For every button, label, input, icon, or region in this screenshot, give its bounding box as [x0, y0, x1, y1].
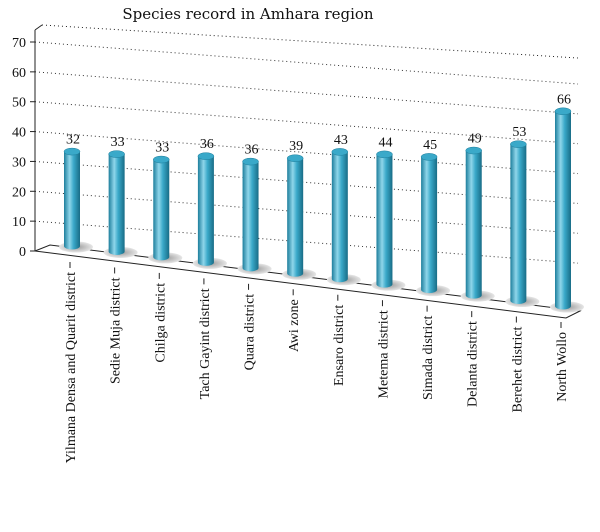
value-label: 44: [378, 135, 392, 150]
axes: [33, 24, 582, 319]
gridline: [34, 131, 579, 175]
gridline: [34, 220, 579, 264]
category-label: Ensaro district: [332, 305, 347, 386]
bar-top: [286, 154, 304, 162]
bar-body: [242, 161, 259, 272]
category-label: North Wollo: [555, 332, 570, 402]
bar-top: [420, 153, 438, 161]
data-labels: 32 33 33 36 36 39 43 44 45 49 53 66: [66, 92, 571, 157]
y-tick-label: 30: [12, 155, 26, 170]
y-tick-label: 50: [12, 96, 26, 111]
category-label: Simada district: [421, 316, 436, 400]
gridline: [34, 41, 579, 85]
bar: [282, 154, 317, 280]
value-label: 36: [245, 143, 259, 158]
value-label: 53: [512, 125, 526, 140]
back-wall-edge: [34, 24, 43, 31]
bar: [416, 153, 451, 297]
y-axis: 0 10 20 30 40 50 60 70: [12, 36, 35, 260]
bar: [103, 150, 138, 258]
bar: [326, 148, 361, 286]
bar-body: [108, 154, 125, 255]
bar: [550, 107, 584, 313]
bar: [460, 146, 495, 302]
bar: [371, 150, 406, 291]
bar-top: [197, 152, 215, 160]
bar: [505, 140, 540, 308]
bar-top: [63, 147, 81, 156]
y-tick-label: 20: [12, 185, 26, 200]
y-tick-label: 0: [19, 245, 26, 260]
value-label: 33: [155, 141, 169, 156]
bar-body: [421, 156, 438, 294]
value-label: 43: [334, 133, 348, 148]
category-label: Metema district: [376, 310, 391, 398]
y-tick-label: 60: [12, 66, 26, 81]
category-label: Chilga district: [153, 283, 168, 363]
y-tick-label: 70: [12, 36, 26, 51]
bar-top: [465, 146, 482, 155]
category-label: Tach Gayint district: [198, 288, 213, 399]
bar-body: [376, 154, 393, 288]
bars: [59, 107, 584, 313]
value-label: 66: [557, 92, 571, 107]
value-label: 49: [468, 132, 482, 147]
bar: [192, 152, 227, 269]
bar-body: [465, 150, 482, 299]
grid: [34, 41, 579, 264]
gridline: [34, 190, 579, 234]
value-label: 39: [289, 139, 303, 154]
gridline: [34, 160, 579, 204]
value-label: 36: [200, 137, 214, 152]
bar-body: [153, 159, 170, 261]
bar: [237, 157, 272, 275]
bar-top: [376, 150, 393, 159]
bar-top: [554, 107, 572, 116]
gridline: [34, 101, 579, 145]
bar-body: [197, 156, 214, 266]
bar-body: [555, 111, 571, 310]
bar-body: [287, 158, 304, 277]
bar-top: [510, 140, 527, 148]
chart-title: Species record in Amhara region: [122, 5, 374, 23]
bar-body: [64, 151, 80, 250]
bar: [59, 147, 93, 253]
x-axis-labels: Yilmana Densa and Quarit district Sedie M…: [64, 262, 570, 463]
category-label: Berehet district: [510, 326, 525, 412]
bar-body: [331, 151, 348, 283]
category-label: Delanta district: [466, 321, 481, 407]
category-label: Quara district: [243, 294, 258, 371]
bar-top: [242, 157, 259, 166]
value-label: 45: [423, 138, 437, 153]
category-label: Yilmana Densa and Quarit district: [64, 272, 79, 463]
bar-top: [331, 148, 349, 156]
bar-body: [510, 144, 527, 305]
value-label: 33: [111, 135, 125, 150]
floor: [33, 244, 582, 319]
bar: [148, 155, 183, 264]
y-tick-label: 40: [12, 126, 26, 141]
bar-top: [108, 150, 125, 158]
value-label: 32: [66, 133, 80, 148]
gridline: [34, 71, 579, 115]
y-tick-label: 10: [12, 215, 26, 230]
back-wall-top: [41, 24, 579, 59]
category-label: Sedie Muja district: [109, 277, 124, 384]
bar-top: [153, 155, 170, 164]
category-label: Awi zone: [287, 299, 302, 352]
